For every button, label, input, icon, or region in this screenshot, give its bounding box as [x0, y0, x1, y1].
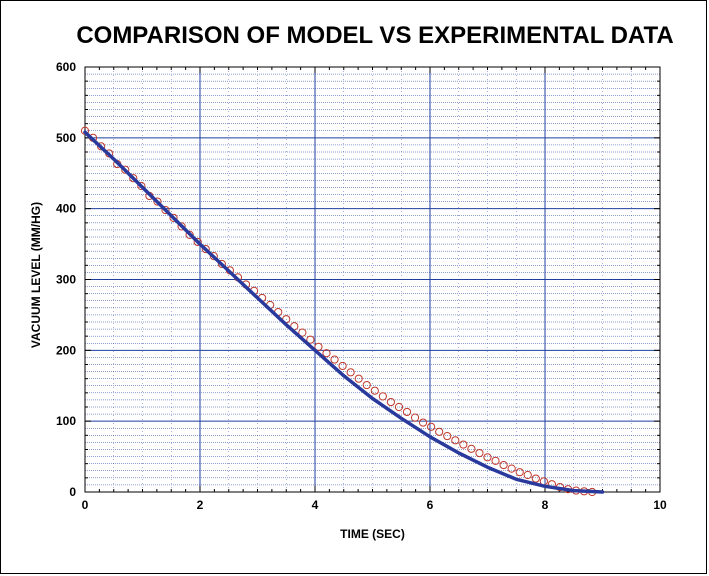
y-tick-label: 400 [56, 202, 76, 216]
model-series [83, 130, 605, 494]
experimental-point [362, 380, 371, 390]
chart-title: COMPARISON OF MODEL VS EXPERIMENTAL DATA [76, 22, 674, 49]
experimental-point [97, 142, 106, 151]
experimental-point [314, 342, 323, 351]
experimental-point [129, 174, 138, 183]
y-tick-label: 300 [56, 273, 76, 287]
experimental-point [531, 474, 540, 483]
experimental-point [402, 407, 412, 417]
experimental-point [451, 436, 460, 445]
experimental-point [475, 448, 484, 458]
experimental-point [169, 213, 178, 222]
experimental-point [427, 422, 436, 431]
experimental-point [193, 237, 202, 247]
x-axis-label: TIME (SEC) [340, 527, 405, 541]
x-tick-label: 6 [427, 498, 434, 512]
experimental-point [394, 402, 404, 412]
experimental-point [330, 355, 339, 364]
model-curve [83, 130, 605, 494]
experimental-series [80, 126, 597, 497]
experimental-point [459, 440, 468, 449]
y-tick-label: 0 [69, 485, 76, 499]
experimental-point [499, 460, 508, 470]
experimental-point [386, 397, 395, 407]
experimental-point [378, 392, 387, 401]
x-tick-label: 4 [312, 498, 319, 512]
experimental-point [507, 464, 516, 473]
x-tick-label: 0 [82, 498, 89, 512]
experimental-point [523, 470, 532, 480]
experimental-point [491, 456, 500, 465]
experimental-point [217, 259, 226, 269]
x-tick-label: 8 [542, 498, 549, 512]
experimental-point [515, 468, 524, 477]
y-tick-label: 600 [56, 60, 76, 74]
experimental-point [306, 335, 315, 344]
experimental-point [370, 386, 379, 395]
y-tick-label: 100 [56, 414, 76, 428]
experimental-point [483, 453, 492, 462]
experimental-point [354, 374, 363, 383]
experimental-point [137, 181, 146, 191]
x-tick-label: 2 [197, 498, 204, 512]
experimental-point [443, 431, 452, 441]
experimental-point [209, 252, 218, 261]
experimental-point [185, 230, 194, 239]
y-axis-label: VACUUM LEVEL (MM/HG) [29, 201, 43, 349]
experimental-point [435, 427, 444, 436]
experimental-point [153, 197, 162, 206]
experimental-point [410, 413, 420, 422]
y-tick-label: 500 [56, 131, 76, 145]
experimental-point [338, 361, 347, 371]
experimental-point [201, 244, 210, 254]
experimental-point [121, 165, 130, 174]
experimental-point [298, 328, 307, 337]
experimental-point [322, 349, 331, 358]
experimental-point [161, 205, 170, 215]
y-tick-label: 200 [56, 343, 76, 357]
experimental-point [346, 368, 355, 377]
experimental-point [419, 418, 428, 427]
experimental-point [177, 222, 186, 231]
x-tick-label: 10 [653, 498, 667, 512]
experimental-point [467, 444, 476, 453]
